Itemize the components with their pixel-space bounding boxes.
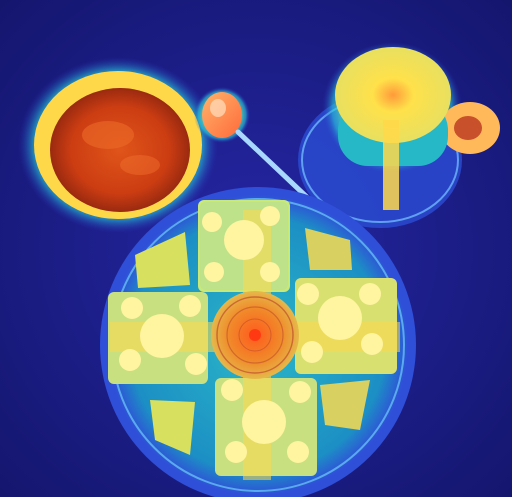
center-fruit: [211, 291, 299, 379]
flower-toppings: [119, 206, 383, 463]
bowl-of-soup: [18, 57, 218, 233]
cup-and-saucer: [298, 42, 500, 228]
pastry-wedges: [135, 228, 370, 455]
spoon: [194, 87, 313, 203]
